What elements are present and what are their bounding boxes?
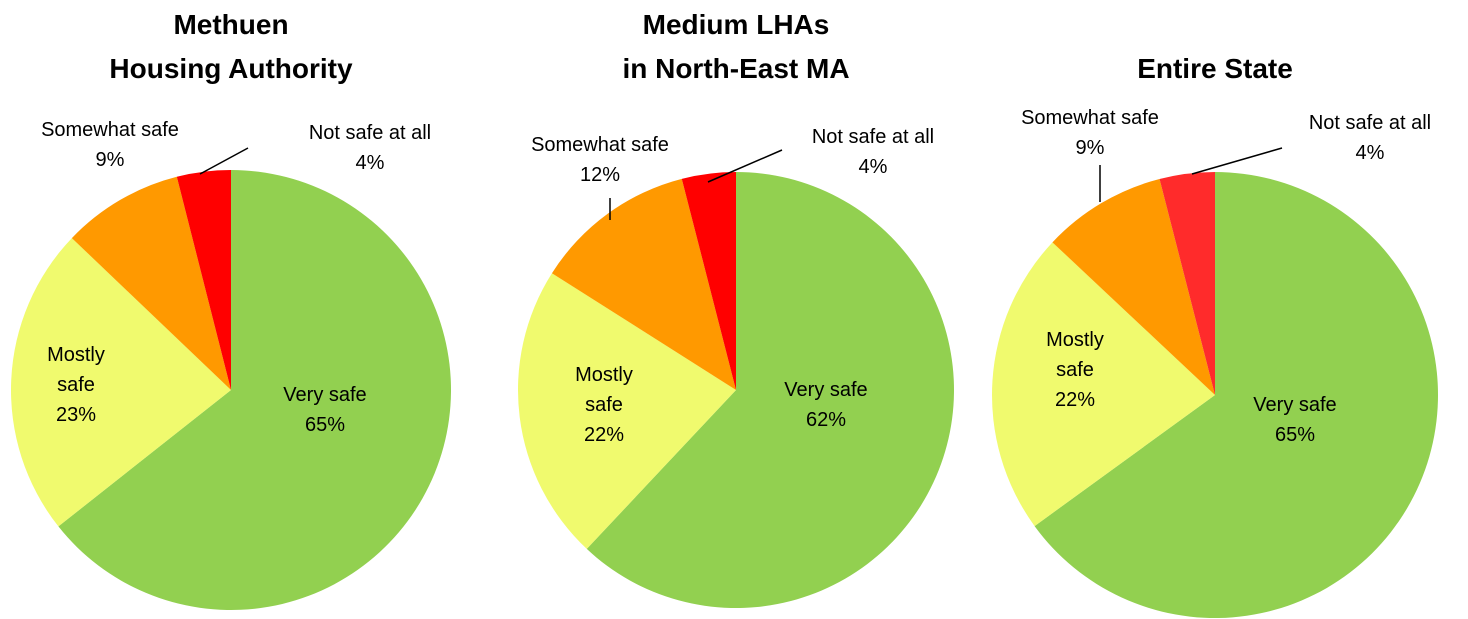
value-label: 4% [1355, 142, 1385, 164]
pie-slice [11, 238, 232, 527]
value-label: 65% [304, 414, 346, 436]
pie-slice [58, 170, 452, 610]
pie-slice [1034, 172, 1439, 619]
category-label: Somewhat safe [531, 134, 669, 156]
leader-line [1191, 147, 1283, 175]
data-label: Mostly safe 22% [1035, 325, 1115, 415]
value-label: 9% [1075, 137, 1105, 159]
data-label: Somewhat safe 9% [10, 115, 210, 175]
chart-title: Methuen Housing Authority [109, 9, 353, 84]
category-label: Mostly safe [47, 344, 105, 396]
value-label: 22% [1054, 389, 1096, 411]
data-label: Very safe 65% [270, 380, 380, 440]
category-label: Mostly safe [575, 364, 633, 416]
pie-slice [517, 273, 736, 549]
value-label: 62% [805, 409, 847, 431]
chart-title: Medium LHAs in North-East MA [622, 9, 850, 84]
category-label: Very safe [784, 379, 868, 401]
pie-slice [1052, 179, 1215, 395]
pie-slice [551, 178, 736, 390]
value-label: 4% [858, 156, 888, 178]
value-label: 22% [583, 424, 625, 446]
data-label: Mostly safe 23% [36, 340, 116, 430]
pie-slice [71, 176, 231, 390]
data-label: Mostly safe 22% [564, 360, 644, 450]
category-label: Not safe at all [1308, 112, 1432, 134]
category-label: Somewhat safe [41, 119, 179, 141]
leader-line [707, 149, 783, 183]
data-label: Not safe at all 4% [1270, 108, 1468, 168]
value-label: 12% [579, 164, 621, 186]
category-label: Somewhat safe [1021, 107, 1159, 129]
category-label: Very safe [1253, 394, 1337, 416]
data-label: Somewhat safe 12% [500, 130, 700, 190]
chart-title: Entire State [1137, 53, 1293, 84]
pie-slice [176, 170, 231, 390]
pie-slice [991, 242, 1215, 527]
value-label: 65% [1274, 424, 1316, 446]
data-label: Somewhat safe 9% [990, 103, 1190, 163]
leader-line [199, 147, 249, 175]
category-label: Very safe [283, 384, 367, 406]
value-label: 4% [355, 152, 385, 174]
category-label: Not safe at all [308, 122, 432, 144]
value-label: 23% [55, 404, 97, 426]
data-label: Very safe 62% [771, 375, 881, 435]
pie-slice [681, 172, 736, 390]
data-label: Not safe at all 4% [773, 122, 973, 182]
value-label: 9% [95, 149, 125, 171]
category-label: Mostly safe [1046, 329, 1104, 381]
pie-slice [586, 172, 954, 608]
category-label: Not safe at all [811, 126, 935, 148]
data-label: Not safe at all 4% [270, 118, 470, 178]
data-label: Very safe 65% [1240, 390, 1350, 450]
pie-slice [1159, 172, 1215, 395]
